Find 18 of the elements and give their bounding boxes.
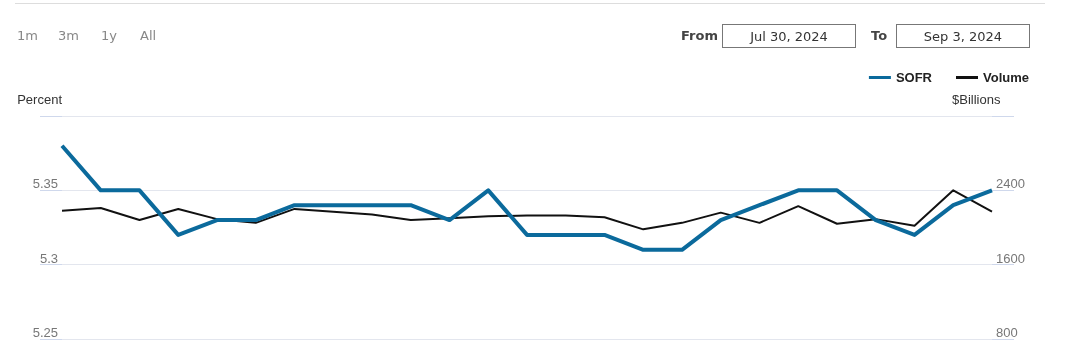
text: 1y xyxy=(101,28,117,43)
y2-axis-title: $Billions xyxy=(952,92,1001,107)
text: From xyxy=(681,28,718,43)
y-axis-title: Percent xyxy=(17,92,63,107)
y-tick-label: 5.3 xyxy=(39,250,58,266)
date-field: Sep 3, 2024 xyxy=(896,24,1030,48)
y2-tick-label: 800 xyxy=(996,325,1018,340)
text: All xyxy=(140,28,157,43)
text: 1m xyxy=(17,28,38,43)
legend-label: SOFR xyxy=(895,70,933,85)
text: 3m xyxy=(58,28,79,43)
date-field: Jul 30, 2024 xyxy=(722,24,856,48)
y-tick-label: 5.35 xyxy=(32,176,58,192)
text: To xyxy=(871,28,888,43)
y2-tick-label: 1600 xyxy=(996,250,1025,266)
y-tick-label: 5.25 xyxy=(32,325,58,340)
legend-label: Volume xyxy=(983,70,1030,85)
y2-tick-label: 2400 xyxy=(996,176,1025,192)
